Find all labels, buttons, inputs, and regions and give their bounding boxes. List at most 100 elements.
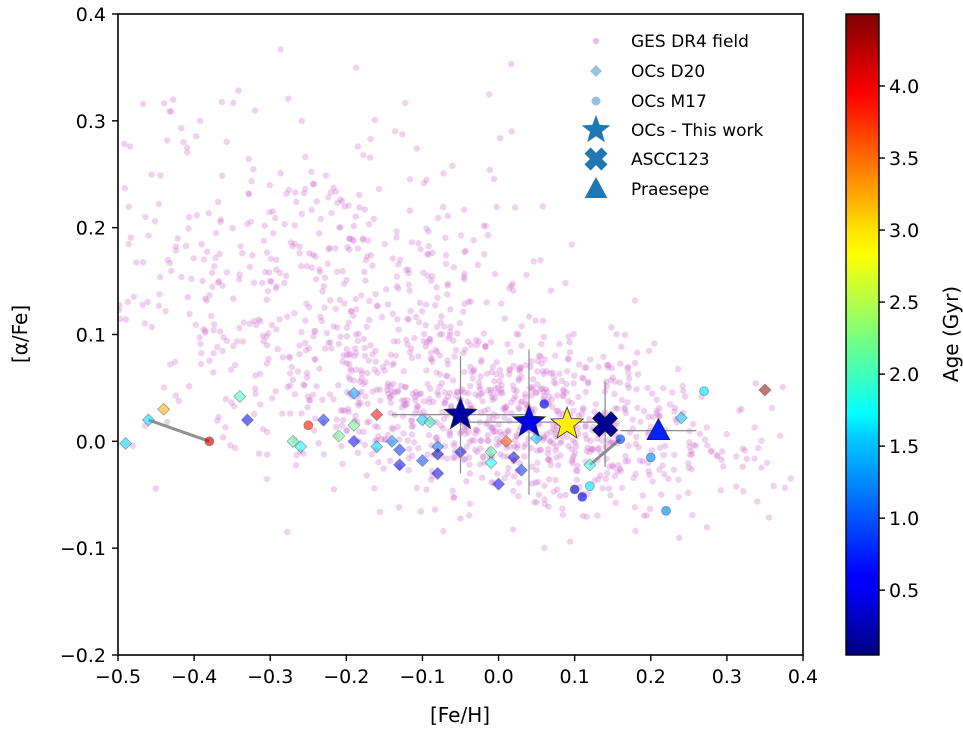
field-star-point (487, 424, 494, 431)
field-star-point (193, 212, 200, 219)
field-star-point (474, 428, 482, 435)
d20-point (141, 413, 156, 427)
field-star-point (438, 380, 446, 387)
field-star-point (460, 456, 467, 463)
field-star-point (460, 308, 467, 316)
field-star-point (687, 451, 694, 459)
field-star-point (269, 208, 277, 215)
field-star-point (303, 300, 310, 307)
field-star-point (607, 492, 614, 499)
field-star-point (263, 249, 271, 256)
field-star-point (378, 436, 385, 443)
field-star-point (236, 324, 243, 332)
field-star-point (304, 374, 311, 381)
d20-point (507, 450, 521, 464)
field-star-point (408, 417, 415, 424)
x-tick-label: 0.0 (483, 666, 513, 688)
field-star-point (393, 283, 401, 290)
field-star-point (217, 328, 224, 335)
field-star-point (476, 383, 483, 390)
field-star-point (617, 360, 624, 367)
field-star-point (631, 297, 639, 304)
field-star-point (404, 315, 411, 322)
field-star-point (411, 334, 418, 342)
field-star-point (551, 352, 559, 359)
field-star-point (335, 340, 343, 348)
field-star-point (739, 488, 747, 495)
field-star-point (345, 408, 352, 416)
field-star-point (198, 241, 205, 248)
field-star-point (624, 458, 632, 465)
field-star-point (214, 279, 222, 286)
field-star-point (235, 87, 242, 94)
field-star-point (659, 384, 667, 392)
field-star-point (352, 366, 360, 373)
field-star-point (680, 387, 687, 395)
field-star-point (403, 400, 411, 408)
field-star-point (436, 352, 444, 359)
field-star-point (315, 230, 323, 237)
field-star-point (323, 329, 331, 337)
field-star-point (145, 232, 152, 239)
this-work-star (511, 403, 547, 437)
field-star-point (305, 304, 313, 311)
field-star-point (449, 162, 456, 170)
field-star-point (358, 370, 366, 377)
field-star-point (483, 370, 491, 377)
field-star-point (353, 349, 360, 357)
field-star-point (124, 298, 132, 306)
field-star-point (565, 397, 572, 405)
d20-point (370, 408, 384, 422)
field-star-point (231, 361, 239, 369)
field-star-point (493, 203, 500, 211)
field-star-point (245, 190, 252, 198)
field-star-point (582, 388, 589, 396)
field-star-point (645, 347, 653, 354)
field-star-point (550, 440, 557, 447)
field-star-point (156, 291, 163, 298)
field-star-point (436, 331, 444, 338)
field-star-point (222, 424, 229, 431)
field-star-point (420, 398, 428, 405)
field-star-point (291, 391, 298, 398)
field-star-point (215, 277, 223, 285)
field-star-point (479, 397, 486, 405)
field-star-point (608, 364, 615, 372)
field-star-point (500, 453, 507, 460)
field-star-point (349, 236, 356, 243)
field-star-point (327, 189, 334, 196)
field-star-point (591, 408, 598, 415)
field-star-point (574, 424, 581, 432)
field-star-point (298, 117, 306, 125)
field-star-point (164, 137, 171, 144)
field-star-point (595, 444, 602, 452)
field-star-point (684, 489, 692, 497)
field-star-point (277, 170, 284, 177)
field-star-point (787, 475, 794, 482)
field-star-point (660, 451, 667, 459)
field-star-point (656, 404, 663, 412)
field-star-point (358, 375, 365, 382)
field-star-point (538, 340, 545, 348)
field-star-point (578, 410, 585, 418)
field-star-point (259, 279, 266, 287)
field-star-point (569, 459, 576, 467)
field-star-point (411, 410, 418, 418)
y-axis-label: [α/Fe] (8, 305, 32, 363)
field-star-point (354, 337, 362, 345)
field-star-point (478, 356, 485, 364)
field-star-point (306, 397, 313, 404)
field-star-point (492, 428, 500, 435)
field-star-point (442, 252, 450, 259)
field-star-point (417, 246, 424, 253)
field-star-point (487, 386, 495, 394)
field-star-point (544, 456, 552, 463)
field-star-point (267, 255, 275, 262)
field-star-point (513, 431, 520, 439)
field-star-point (406, 445, 413, 453)
field-star-point (690, 420, 697, 428)
field-star-point (489, 363, 497, 371)
field-star-point (325, 194, 332, 201)
field-star-point (393, 273, 401, 280)
field-star-point (436, 371, 444, 378)
